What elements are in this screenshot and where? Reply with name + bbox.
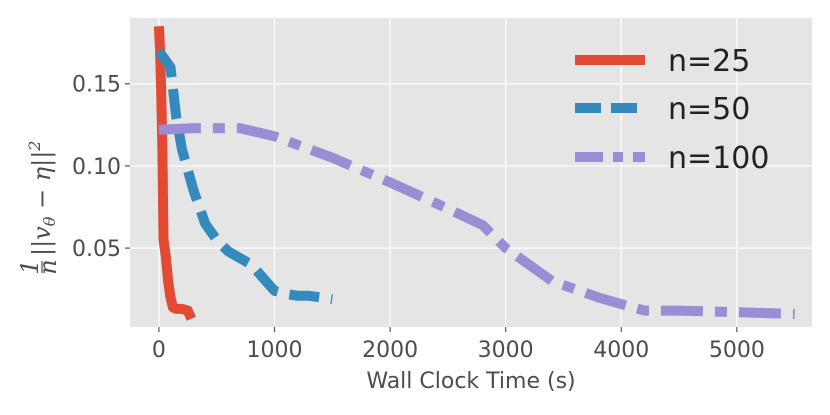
grid [130,18,812,327]
legend: n=25 n=50 n=100 [575,44,769,176]
y-tick-label: 0.05 [72,237,121,262]
y-axis-label-sup: 2 [25,141,44,152]
plot-area-background [130,18,812,327]
x-tick-label: 5000 [709,338,765,363]
y-axis-label-fraction-den: n [34,259,62,274]
x-tick-label: 3000 [478,338,534,363]
y-axis-label: 1 n ||vθ − η||2 [16,141,62,275]
series-line-2 [154,48,334,305]
legend-label: n=100 [668,141,769,176]
y-axis-label-body-a: ||v [28,226,57,256]
x-tick-label: 0 [152,338,166,363]
y-axis-label-fraction-num: 1 [16,259,44,274]
legend-label: n=25 [668,44,750,79]
series-lines [153,25,795,321]
y-tick-label: 0.10 [72,155,121,180]
x-tick-labels: 0 1000 2000 3000 4000 5000 [152,327,765,363]
series-line-3 [158,123,795,319]
x-tick-label: 2000 [362,338,418,363]
x-tick-label: 4000 [593,338,649,363]
legend-label: n=50 [668,92,750,127]
y-tick-labels: 0.05 0.10 0.15 [72,73,130,262]
y-axis-label-body-b: − η|| [28,151,57,217]
y-tick-label: 0.15 [72,73,121,98]
y-axis-label-sub: θ [40,216,59,226]
y-axis-label-body: ||vθ − η||2 [25,141,59,256]
x-tick-label: 1000 [246,338,302,363]
x-axis-label: Wall Clock Time (s) [366,369,575,394]
series-line-1 [153,25,196,321]
